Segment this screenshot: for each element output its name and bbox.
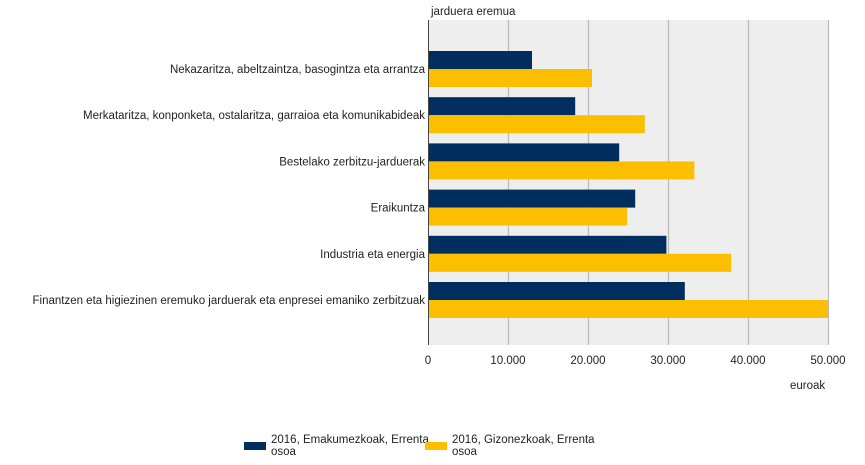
legend-swatch: [244, 442, 266, 450]
bar-men: [428, 207, 628, 226]
x-tick-label: 0: [425, 355, 431, 367]
legend-label: osoa: [271, 446, 297, 458]
legend-swatch: [425, 442, 447, 450]
legend-label: 2016, Gizonezkoak, Errenta: [452, 434, 595, 446]
category-label: Industria eta energia: [320, 249, 425, 261]
category-label: Nekazaritza, abeltzaintza, basogintza et…: [170, 64, 426, 76]
category-label: Finantzen eta higiezinen eremuko jarduer…: [32, 295, 425, 307]
bar-men: [428, 253, 732, 272]
bar-women: [428, 51, 532, 69]
x-tick-label: 50.000: [810, 355, 845, 367]
bar-men: [428, 115, 645, 134]
legend-label: 2016, Emakumezkoak, Errenta: [271, 434, 429, 446]
bar-women: [428, 143, 620, 162]
category-label: Merkataritza, konponketa, ostalaritza, g…: [83, 110, 425, 122]
x-tick-label: 20.000: [570, 355, 605, 367]
bar-men: [428, 161, 695, 180]
bar-men: [428, 69, 592, 87]
category-label: Eraikuntza: [371, 203, 426, 215]
bar-men: [428, 300, 828, 318]
bar-women: [428, 97, 576, 116]
bar-women: [428, 189, 636, 208]
x-tick-label: 30.000: [650, 355, 685, 367]
x-tick-label: 10.000: [490, 355, 525, 367]
bar-women: [428, 235, 667, 254]
x-axis-title: euroak: [790, 380, 825, 392]
legend-label: osoa: [452, 446, 478, 458]
x-tick-label: 40.000: [730, 355, 765, 367]
bar-women: [428, 282, 685, 300]
category-label: Bestelako zerbitzu-jarduerak: [279, 156, 425, 168]
y-axis-title: jarduera eremua: [430, 6, 516, 18]
